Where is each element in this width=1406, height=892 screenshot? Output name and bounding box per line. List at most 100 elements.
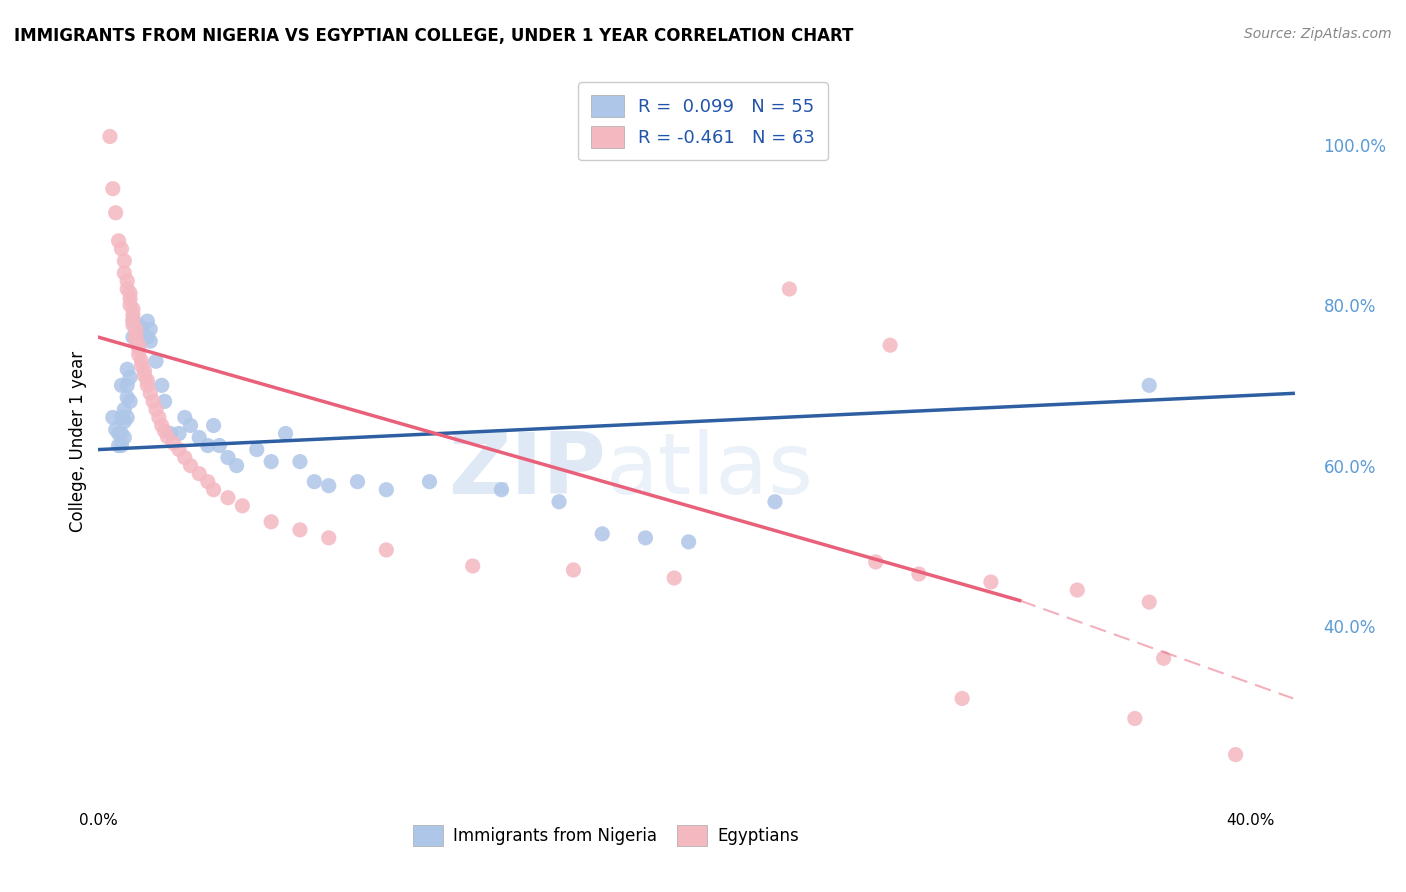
Point	[134, 364, 156, 378]
Point	[202, 483, 225, 497]
Point	[208, 439, 231, 453]
Point	[150, 378, 173, 392]
Point	[145, 402, 167, 417]
Point	[142, 394, 165, 409]
Point	[122, 301, 145, 317]
Point	[231, 499, 253, 513]
Point	[107, 426, 129, 441]
Point	[136, 378, 159, 392]
Point	[375, 542, 398, 557]
Point	[217, 491, 239, 505]
Point	[1153, 651, 1175, 665]
Point	[125, 328, 148, 343]
Point	[418, 475, 440, 489]
Point	[288, 523, 311, 537]
Point	[197, 475, 219, 489]
Point	[131, 322, 153, 336]
Point	[879, 338, 901, 352]
Point	[120, 285, 142, 300]
Point	[125, 334, 148, 348]
Point	[98, 129, 121, 144]
Point	[634, 531, 657, 545]
Point	[131, 359, 153, 373]
Point	[197, 439, 219, 453]
Point	[180, 458, 202, 473]
Point	[591, 526, 613, 541]
Point	[1137, 378, 1160, 392]
Point	[1137, 595, 1160, 609]
Point	[115, 378, 138, 392]
Point	[950, 691, 973, 706]
Point	[128, 342, 150, 356]
Point	[188, 467, 211, 481]
Point	[664, 571, 686, 585]
Point	[107, 234, 129, 248]
Point	[153, 424, 176, 438]
Point	[202, 418, 225, 433]
Point	[375, 483, 398, 497]
Point	[101, 410, 124, 425]
Point	[122, 330, 145, 344]
Point	[112, 254, 135, 268]
Point	[167, 442, 190, 457]
Point	[115, 274, 138, 288]
Point	[1225, 747, 1247, 762]
Point	[112, 431, 135, 445]
Point	[110, 378, 132, 392]
Point	[156, 430, 179, 444]
Point	[217, 450, 239, 465]
Point	[150, 418, 173, 433]
Point	[318, 479, 340, 493]
Point	[461, 558, 484, 574]
Point	[153, 394, 176, 409]
Point	[128, 338, 150, 352]
Point	[288, 455, 311, 469]
Point	[136, 314, 159, 328]
Point	[1066, 583, 1088, 598]
Point	[115, 410, 138, 425]
Point	[101, 182, 124, 196]
Point	[112, 415, 135, 429]
Point	[491, 483, 513, 497]
Point	[148, 410, 170, 425]
Point	[122, 312, 145, 326]
Point	[865, 555, 887, 569]
Point	[548, 494, 571, 508]
Point	[167, 426, 190, 441]
Point	[304, 475, 326, 489]
Point	[120, 394, 142, 409]
Point	[260, 515, 283, 529]
Text: atlas: atlas	[606, 429, 814, 512]
Point	[318, 531, 340, 545]
Point	[125, 330, 148, 344]
Point	[678, 535, 700, 549]
Point	[110, 426, 132, 441]
Point	[104, 205, 127, 219]
Point	[136, 374, 159, 388]
Point	[763, 494, 786, 508]
Point	[274, 426, 297, 441]
Point	[104, 423, 127, 437]
Point	[778, 282, 800, 296]
Point	[136, 330, 159, 344]
Point	[125, 322, 148, 336]
Point	[139, 386, 162, 401]
Point	[115, 282, 138, 296]
Point	[131, 354, 153, 368]
Text: IMMIGRANTS FROM NIGERIA VS EGYPTIAN COLLEGE, UNDER 1 YEAR CORRELATION CHART: IMMIGRANTS FROM NIGERIA VS EGYPTIAN COLL…	[14, 27, 853, 45]
Point	[112, 402, 135, 417]
Point	[110, 410, 132, 425]
Point	[260, 455, 283, 469]
Point	[115, 391, 138, 405]
Text: ZIP: ZIP	[449, 429, 606, 512]
Point	[134, 368, 156, 383]
Point	[120, 292, 142, 306]
Point	[128, 318, 150, 333]
Point	[908, 567, 931, 582]
Point	[246, 442, 269, 457]
Point	[980, 575, 1002, 590]
Point	[188, 431, 211, 445]
Point	[112, 266, 135, 280]
Point	[346, 475, 368, 489]
Point	[120, 370, 142, 384]
